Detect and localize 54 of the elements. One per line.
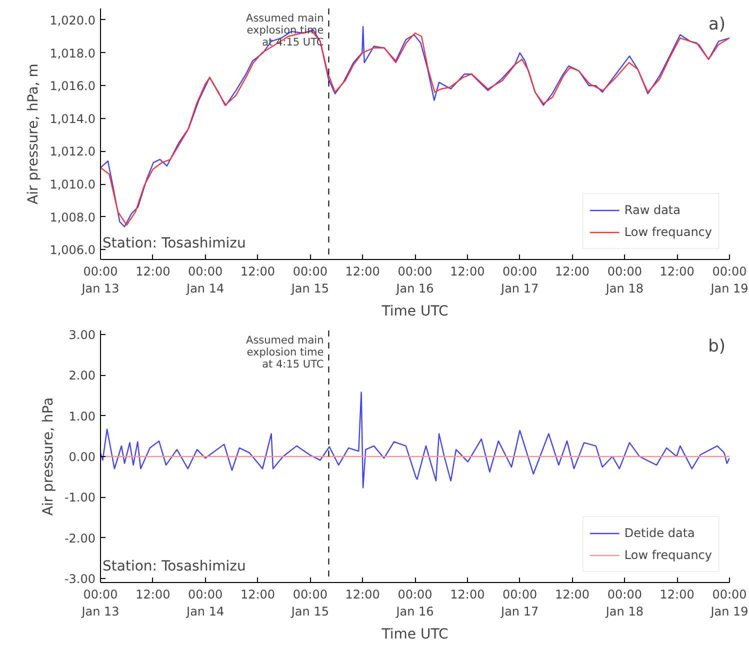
y-tick-label: 1,008.0 [50,210,96,224]
y-tick-label: -1.00 [64,490,96,505]
y-tick-label: -3.00 [64,572,96,586]
ref-line-label: Assumed main explosion time at 4:15 UTC [246,334,324,370]
x-tick-label: 12:00 [136,588,170,602]
x-tick-label: 00:00 Jan 17 [500,264,539,296]
annotation: Station: Tosashimizu [102,236,246,252]
x-tick-label: 12:00 [554,588,590,602]
annotation: Station: Tosashimizu [102,558,246,574]
x-tick-label: 12:00 [136,264,170,278]
x-tick-label: 00:00 Jan 19 [710,588,748,618]
x-tick-label: 12:00 [450,264,485,278]
y-tick-label: 3.00 [68,328,96,342]
x-tick-label: 00:00 Jan 16 [395,264,434,296]
y-tick-label: -2.00 [64,531,96,546]
y-tick-label: 1,006.0 [50,243,96,258]
x-tick-label: 12:00 [240,588,276,602]
x-tick-label: 00:00 Jan 13 [80,588,120,618]
legend-label: Low frequancy [624,548,712,562]
annotation: b) [708,336,726,356]
x-tick-label: 00:00 Jan 16 [395,588,434,618]
x-tick-label: 12:00 [240,264,276,278]
y-tick-label: 1.00 [68,409,96,424]
x-tick-label: 00:00 Jan 18 [604,588,644,618]
x-tick-label: 00:00 Jan 15 [290,588,329,618]
y-tick-label: 1,014.0 [50,112,96,126]
x-tick-label: 12:00 [345,588,380,602]
y-tick-label: 1,012.0 [50,144,96,159]
x-tick-label: 00:00 Jan 18 [604,264,644,296]
x-tick-label: 00:00 Jan 15 [290,264,329,296]
x-tick-label: 12:00 [345,264,380,278]
x-tick-label: 00:00 Jan 14 [186,588,224,618]
y-axis-title: Air pressure, hPa [40,397,56,516]
y-tick-label: 2.00 [68,368,96,383]
x-tick-label: 00:00 Jan 14 [186,264,224,296]
annotation: a) [708,14,726,34]
x-tick-label: 12:00 [660,264,694,278]
x-tick-label: 12:00 [554,264,590,278]
x-tick-label: 12:00 [450,588,485,602]
x-tick-label: 00:00 Jan 13 [80,264,120,296]
legend-label: Detide data [624,526,695,540]
x-axis-title: Time UTC [380,626,448,642]
y-tick-label: 1,010.0 [50,178,96,192]
y-tick-label: 0.00 [68,450,96,464]
y-tick-label: 1,016.0 [50,79,96,94]
x-tick-label: 12:00 [660,588,694,602]
y-axis-title: Air pressure, hPa, m [26,64,42,204]
y-tick-label: 1,018.0 [50,46,96,60]
x-axis-title: Time UTC [380,303,448,320]
y-tick-label: 1,020.0 [50,13,96,28]
legend-label: Low frequancy [624,225,712,239]
x-tick-label: 00:00 Jan 17 [500,588,539,618]
legend-label: Raw data [624,203,680,217]
x-tick-label: 00:00 Jan 19 [710,264,748,296]
